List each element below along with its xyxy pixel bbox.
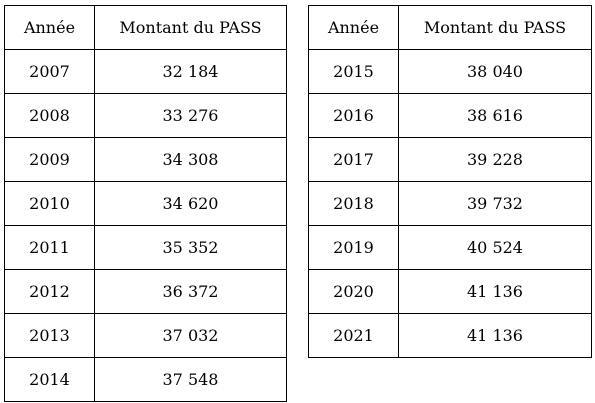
year-cell: 2020 bbox=[308, 269, 399, 314]
table-row: 2013 37 032 bbox=[4, 313, 287, 358]
amount-cell: 39 228 bbox=[398, 137, 592, 182]
year-cell: 2010 bbox=[4, 181, 95, 226]
table-row: 2016 38 616 bbox=[308, 93, 592, 138]
header-year: Année bbox=[4, 5, 95, 50]
amount-cell: 35 352 bbox=[94, 225, 287, 270]
table-row: 2015 38 040 bbox=[308, 49, 592, 94]
year-cell: 2019 bbox=[308, 225, 399, 270]
header-amount: Montant du PASS bbox=[94, 5, 287, 50]
year-cell: 2017 bbox=[308, 137, 399, 182]
table-row: 2010 34 620 bbox=[4, 181, 287, 226]
year-cell: 2009 bbox=[4, 137, 95, 182]
year-cell: 2007 bbox=[4, 49, 95, 94]
table-header-row: Année Montant du PASS bbox=[4, 5, 287, 50]
header-year: Année bbox=[308, 5, 399, 50]
year-cell: 2012 bbox=[4, 269, 95, 314]
amount-cell: 41 136 bbox=[398, 269, 592, 314]
amount-cell: 37 032 bbox=[94, 313, 287, 358]
amount-cell: 38 040 bbox=[398, 49, 592, 94]
year-cell: 2013 bbox=[4, 313, 95, 358]
table-row: 2009 34 308 bbox=[4, 137, 287, 182]
amount-cell: 34 620 bbox=[94, 181, 287, 226]
amount-cell: 37 548 bbox=[94, 357, 287, 402]
year-cell: 2008 bbox=[4, 93, 95, 138]
table-row: 2012 36 372 bbox=[4, 269, 287, 314]
table-row: 2019 40 524 bbox=[308, 225, 592, 270]
amount-cell: 33 276 bbox=[94, 93, 287, 138]
pass-table-right: Année Montant du PASS 2015 38 040 2016 3… bbox=[308, 5, 592, 358]
amount-cell: 39 732 bbox=[398, 181, 592, 226]
year-cell: 2011 bbox=[4, 225, 95, 270]
amount-cell: 32 184 bbox=[94, 49, 287, 94]
amount-cell: 38 616 bbox=[398, 93, 592, 138]
table-header-row: Année Montant du PASS bbox=[308, 5, 592, 50]
pass-table-left: Année Montant du PASS 2007 32 184 2008 3… bbox=[4, 5, 287, 402]
year-cell: 2021 bbox=[308, 313, 399, 358]
table-row: 2008 33 276 bbox=[4, 93, 287, 138]
year-cell: 2014 bbox=[4, 357, 95, 402]
header-amount: Montant du PASS bbox=[398, 5, 592, 50]
table-row: 2011 35 352 bbox=[4, 225, 287, 270]
amount-cell: 40 524 bbox=[398, 225, 592, 270]
amount-cell: 41 136 bbox=[398, 313, 592, 358]
year-cell: 2018 bbox=[308, 181, 399, 226]
table-row: 2007 32 184 bbox=[4, 49, 287, 94]
table-row: 2017 39 228 bbox=[308, 137, 592, 182]
amount-cell: 36 372 bbox=[94, 269, 287, 314]
year-cell: 2015 bbox=[308, 49, 399, 94]
table-row: 2014 37 548 bbox=[4, 357, 287, 402]
table-row: 2018 39 732 bbox=[308, 181, 592, 226]
table-row: 2020 41 136 bbox=[308, 269, 592, 314]
table-row: 2021 41 136 bbox=[308, 313, 592, 358]
amount-cell: 34 308 bbox=[94, 137, 287, 182]
year-cell: 2016 bbox=[308, 93, 399, 138]
